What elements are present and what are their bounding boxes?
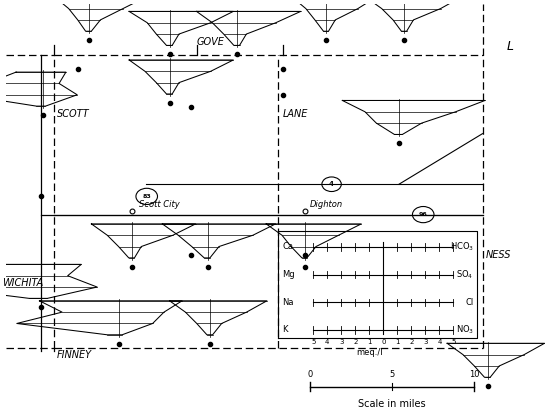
Text: 3: 3 — [423, 339, 428, 345]
Text: HCO$_3$: HCO$_3$ — [450, 241, 474, 253]
Text: 5: 5 — [452, 339, 455, 345]
Text: 4: 4 — [437, 339, 442, 345]
Text: 96: 96 — [419, 212, 427, 217]
Text: K: K — [282, 325, 288, 335]
Text: 2: 2 — [353, 339, 358, 345]
Text: NESS: NESS — [486, 250, 512, 260]
Text: 5: 5 — [389, 370, 395, 379]
Text: Na: Na — [282, 298, 294, 307]
Text: Ca: Ca — [282, 242, 293, 252]
Text: LANE: LANE — [283, 109, 309, 119]
Text: 83: 83 — [142, 194, 151, 199]
Text: 1: 1 — [395, 339, 400, 345]
Text: GOVE: GOVE — [197, 37, 225, 47]
Text: Cl: Cl — [466, 298, 474, 307]
Text: meq./l: meq./l — [356, 348, 383, 357]
Text: 1: 1 — [367, 339, 372, 345]
Text: WICHITA: WICHITA — [2, 278, 43, 288]
Text: 2: 2 — [409, 339, 414, 345]
Text: 10: 10 — [469, 370, 480, 379]
Text: Mg: Mg — [282, 270, 295, 279]
Text: Dighton: Dighton — [310, 199, 343, 209]
Text: L: L — [507, 40, 514, 53]
Text: FINNEY: FINNEY — [57, 350, 92, 360]
Text: 0: 0 — [381, 339, 386, 345]
Text: NO$_3$: NO$_3$ — [455, 324, 474, 336]
Text: 4: 4 — [329, 181, 334, 187]
Text: SCOTT: SCOTT — [57, 109, 89, 119]
Text: 4: 4 — [325, 339, 329, 345]
Text: SO$_4$: SO$_4$ — [456, 268, 474, 281]
Text: 0: 0 — [307, 370, 312, 379]
Text: Scott City: Scott City — [139, 199, 180, 209]
Text: 3: 3 — [339, 339, 344, 345]
Text: 5: 5 — [311, 339, 316, 345]
Text: Scale in miles: Scale in miles — [359, 399, 426, 409]
